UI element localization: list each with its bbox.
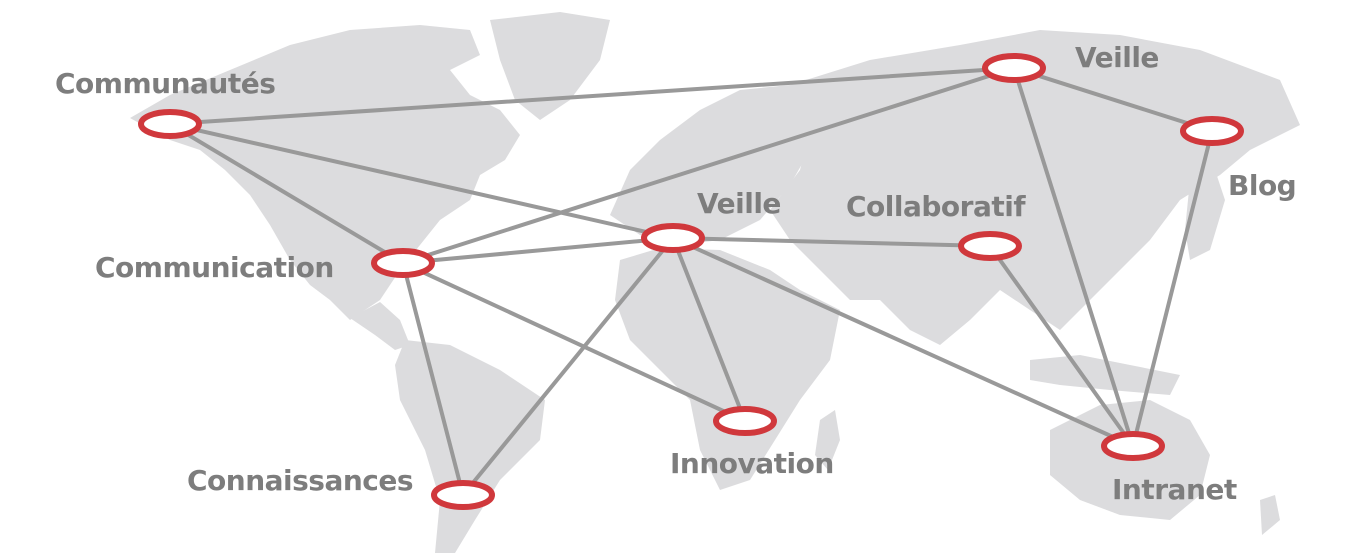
node-label-communication: Communication [95, 251, 334, 284]
link-veille-north-intranet [1012, 66, 1135, 448]
node-veille-north [982, 53, 1046, 83]
node-label-collaboratif: Collaboratif [846, 190, 1026, 223]
continent-greenland [490, 12, 610, 120]
link-communication-veille-europe [401, 236, 675, 265]
link-veille-europe-intranet [671, 236, 1135, 448]
node-label-communautes: Communautés [55, 67, 276, 100]
continent-central-america [350, 302, 410, 350]
continent-south-america [395, 340, 545, 553]
link-communautes-veille-north [168, 66, 1016, 126]
continent-north-america [130, 25, 520, 320]
node-label-connaissances: Connaissances [187, 464, 414, 497]
connection-lines [168, 66, 1214, 497]
node-communautes [138, 109, 202, 139]
node-label-veille-europe: Veille [697, 187, 781, 220]
continent-africa [615, 248, 840, 490]
node-veille-europe [641, 223, 705, 253]
link-veille-europe-connaissances [461, 236, 675, 497]
link-communication-innovation [401, 261, 747, 423]
network-nodes [138, 53, 1244, 510]
node-blog [1180, 116, 1244, 146]
link-veille-europe-innovation [671, 236, 747, 423]
node-label-blog: Blog [1228, 169, 1297, 202]
node-communication [371, 248, 435, 278]
node-connaissances [431, 480, 495, 510]
link-veille-north-blog [1012, 66, 1214, 133]
link-blog-intranet [1131, 129, 1214, 448]
node-innovation [713, 406, 777, 436]
node-label-veille-north: Veille [1075, 41, 1159, 74]
continent-new-zealand [1260, 495, 1280, 535]
link-communication-connaissances [401, 261, 465, 497]
node-collaboratif [958, 231, 1022, 261]
node-intranet [1101, 431, 1165, 461]
link-communautes-communication [168, 122, 405, 265]
continent-madagascar [815, 410, 840, 470]
continent-indonesia [1030, 355, 1180, 395]
node-label-innovation: Innovation [670, 447, 834, 480]
link-veille-north-communication [401, 66, 1016, 265]
link-communautes-veille-europe [168, 122, 675, 240]
node-label-intranet: Intranet [1112, 473, 1237, 506]
link-veille-europe-collaboratif [671, 236, 992, 248]
link-collaboratif-intranet [988, 244, 1135, 448]
continent-asia [770, 30, 1300, 345]
